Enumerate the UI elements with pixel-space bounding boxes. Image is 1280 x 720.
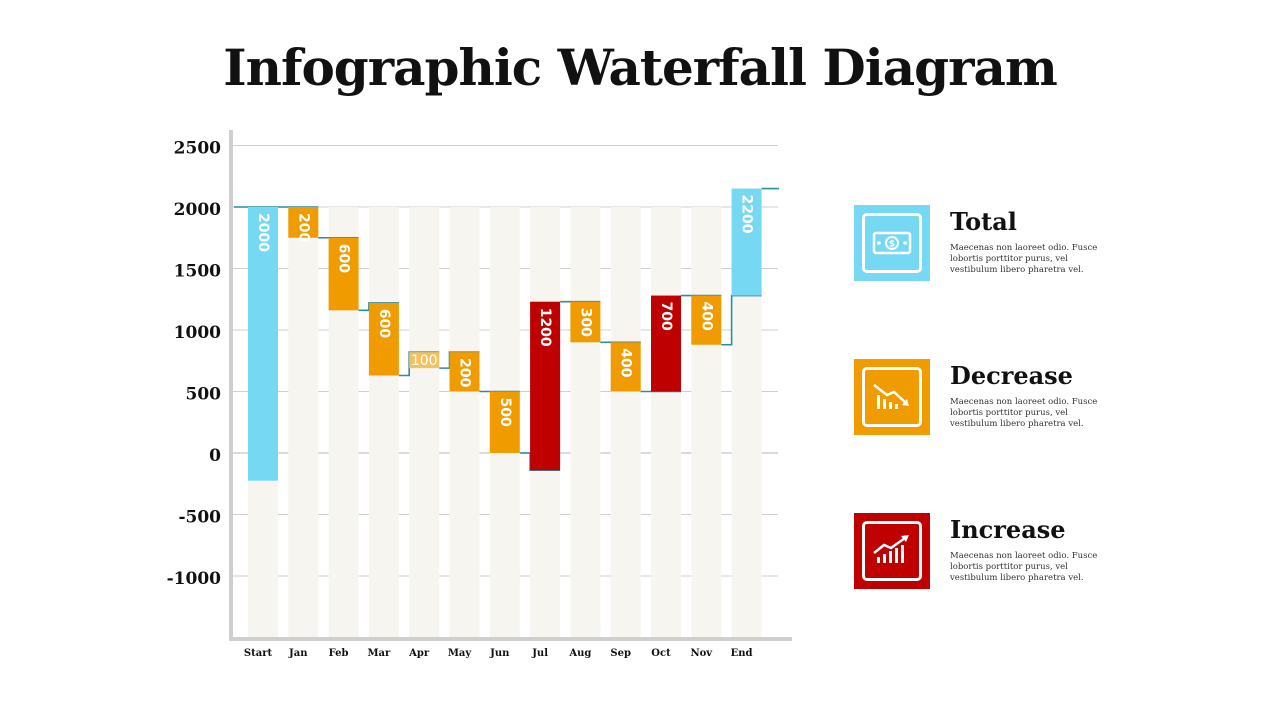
legend-desc-increase: Maecenas non laoreet odio. Fusce loborti…	[950, 551, 1098, 583]
bar-jul	[530, 301, 561, 471]
bar-value-label: 700	[658, 302, 674, 331]
background-column	[651, 207, 681, 639]
x-tick-label: Mar	[367, 648, 391, 659]
y-tick-label: 0	[209, 446, 221, 466]
background-column	[288, 207, 319, 639]
bar-nov	[691, 295, 722, 345]
bar-value-label: 2200	[739, 195, 755, 234]
x-tick-label: Jun	[489, 648, 510, 659]
trend-down-icon	[854, 359, 930, 435]
x-tick-label: Jul	[531, 648, 548, 659]
bar-value-label: 2000	[255, 213, 271, 252]
y-tick-label: -1000	[167, 569, 222, 589]
trend-up-icon	[854, 513, 930, 589]
bar-sep	[610, 342, 641, 392]
legend-decrease: Decrease Maecenas non laoreet odio. Fusc…	[854, 359, 1184, 435]
svg-text:$: $	[889, 240, 895, 250]
bar-end	[731, 188, 762, 296]
background-column	[449, 207, 480, 639]
bar-value-label: 500	[497, 398, 513, 427]
bar-start	[248, 207, 278, 481]
bar-value-label: 300	[577, 308, 593, 337]
bar-value-label: 600	[376, 309, 392, 338]
background-column	[691, 207, 722, 639]
x-tick-label: Apr	[408, 648, 430, 659]
bar-may	[449, 352, 480, 392]
x-tick-label: May	[448, 648, 473, 659]
bar-feb	[328, 237, 359, 311]
bar-oct	[651, 295, 681, 392]
x-tick-label: Aug	[568, 648, 591, 659]
legend-title-decrease: Decrease	[950, 361, 1073, 390]
y-tick-label: 2500	[174, 139, 221, 159]
bar-value-label: 400	[618, 348, 634, 377]
bar-value-label: 600	[336, 244, 352, 273]
bar-jun	[489, 391, 520, 453]
bar-jan	[288, 207, 319, 238]
bar-value-label: 400	[698, 302, 714, 331]
y-tick-label: 1000	[174, 323, 221, 343]
bar-value-label: 100	[411, 353, 438, 369]
bar-value-label: 200	[457, 358, 473, 387]
legend-increase: Increase Maecenas non laoreet odio. Fusc…	[854, 513, 1184, 589]
legend-desc-total: Maecenas non laoreet odio. Fusce loborti…	[950, 243, 1098, 275]
legend-title-increase: Increase	[950, 515, 1066, 544]
x-tick-label: Oct	[651, 648, 671, 659]
legend-total: $ Total Maecenas non laoreet odio. Fusce…	[854, 205, 1184, 281]
y-tick-label: 2000	[174, 200, 221, 220]
background-column	[570, 207, 601, 639]
x-tick-label: End	[731, 648, 753, 659]
background-column	[409, 207, 440, 639]
bar-apr	[409, 352, 440, 369]
y-tick-label: 500	[186, 385, 222, 405]
y-tick-label: 1500	[174, 262, 221, 282]
money-icon: $	[854, 205, 930, 281]
y-tick-label: -500	[178, 508, 221, 528]
bar-value-label: 1200	[537, 308, 553, 347]
x-tick-label: Sep	[610, 648, 631, 659]
legend-title-total: Total	[950, 207, 1017, 236]
x-tick-label: Start	[244, 648, 273, 659]
background-column	[368, 207, 399, 639]
legend-desc-decrease: Maecenas non laoreet odio. Fusce loborti…	[950, 397, 1098, 429]
x-tick-label: Feb	[329, 648, 349, 659]
background-column	[610, 207, 641, 639]
bar-value-label: 200	[295, 213, 311, 242]
bar-aug	[570, 301, 601, 343]
x-tick-label: Nov	[690, 648, 713, 659]
bar-mar	[368, 302, 399, 376]
page-title: Infographic Waterfall Diagram	[223, 38, 1058, 97]
x-tick-label: Jan	[288, 648, 308, 659]
